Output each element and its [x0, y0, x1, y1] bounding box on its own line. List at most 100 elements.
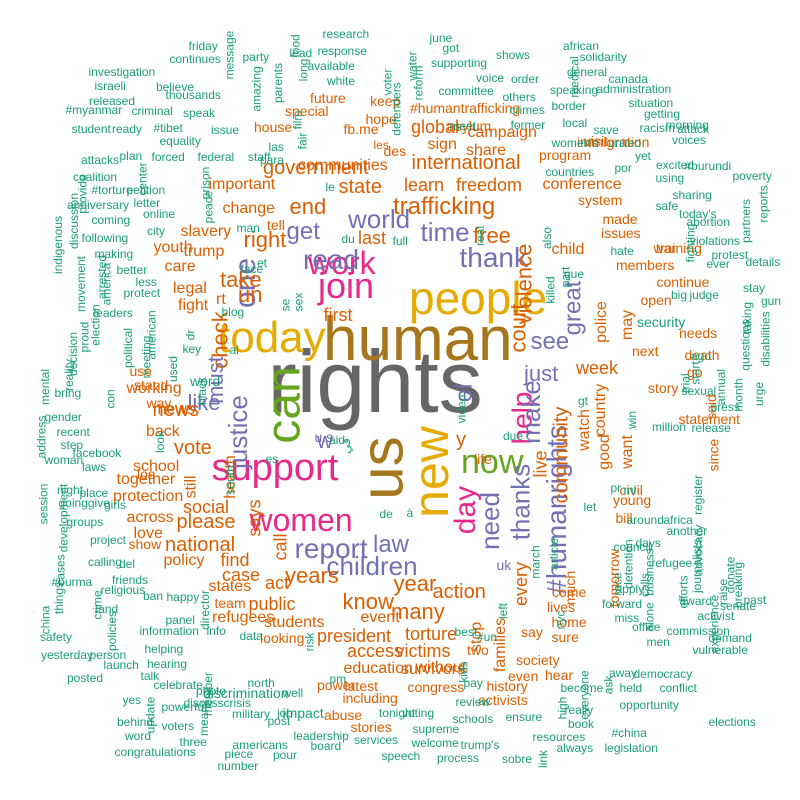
cloud-word: thank — [459, 242, 529, 273]
cloud-word: resources — [532, 730, 586, 744]
cloud-word: por — [614, 161, 632, 175]
cloud-word: local — [562, 116, 588, 130]
cloud-word: look — [153, 430, 168, 454]
cloud-word: activist — [697, 609, 735, 623]
cloud-word: shows — [496, 48, 531, 62]
cloud-word: woman — [44, 453, 84, 467]
cloud-word: released — [89, 94, 136, 108]
cloud-word: le — [325, 180, 335, 194]
cloud-word: today's — [679, 207, 717, 221]
cloud-word: alone — [642, 602, 657, 632]
cloud-word: calls — [638, 572, 653, 598]
cloud-word: women's — [551, 136, 599, 150]
cloud-word: voice — [476, 71, 505, 85]
cloud-word: reform — [410, 65, 425, 101]
cloud-word: victims — [395, 641, 451, 661]
cloud-word: three — [179, 735, 207, 749]
cloud-word: due — [503, 429, 524, 443]
cloud-word: child — [551, 241, 585, 258]
cloud-word: save — [593, 123, 619, 137]
cloud-word: event — [360, 609, 400, 626]
cloud-word: case — [222, 565, 261, 585]
cloud-word: solidarity — [579, 50, 627, 64]
cloud-word: leadership — [293, 729, 349, 743]
cloud-word: director — [198, 589, 213, 631]
cloud-word: et — [257, 256, 268, 270]
cloud-word: nyc — [552, 610, 567, 630]
cloud-word: services — [354, 733, 399, 747]
cloud-word: last — [358, 228, 387, 248]
cloud-word: process — [437, 751, 480, 765]
cloud-word: less — [135, 275, 157, 289]
cloud-word: families — [492, 617, 510, 673]
cloud-word: session — [35, 483, 50, 525]
cloud-word: news — [152, 399, 200, 421]
cloud-word: civil — [619, 482, 643, 498]
cloud-word: freedom — [456, 175, 523, 195]
cloud-word: use — [129, 363, 153, 379]
cloud-word: conflict — [659, 681, 697, 695]
cloud-word: world — [348, 204, 411, 234]
cloud-word: gt — [578, 394, 589, 408]
cloud-word: members — [616, 257, 675, 273]
cloud-word: americans — [232, 738, 288, 752]
cloud-word: available — [307, 59, 355, 73]
cloud-word: behind — [117, 715, 154, 729]
cloud-word: today — [218, 313, 326, 362]
cloud-word: always — [556, 741, 594, 755]
cloud-word: across — [126, 509, 174, 526]
cloud-word: border — [551, 99, 587, 113]
cloud-word: every — [511, 561, 532, 607]
cloud-word: cases — [53, 554, 68, 586]
cloud-word: situation — [628, 96, 674, 110]
cloud-word: hope — [365, 111, 397, 127]
cloud-word: party — [242, 50, 270, 64]
cloud-word: congress — [407, 679, 465, 695]
cloud-word: young — [613, 492, 652, 508]
cloud-word: lives — [547, 599, 576, 615]
cloud-word: well — [282, 686, 304, 700]
cloud-word: first — [323, 305, 353, 325]
cloud-word: issue — [211, 123, 240, 137]
cloud-word: canada — [608, 72, 648, 86]
cloud-word: sexual — [681, 384, 717, 398]
cloud-word: book — [568, 717, 595, 731]
cloud-word: back — [146, 423, 180, 440]
cloud-word: survivors — [401, 661, 466, 678]
cloud-word: pr — [610, 481, 622, 495]
cloud-word: hearing — [147, 657, 188, 671]
cloud-word: getting — [644, 107, 681, 121]
cloud-word: urge — [752, 381, 767, 407]
cloud-word: thousands — [165, 88, 221, 102]
cloud-word: fb.me — [343, 121, 379, 137]
cloud-word: china — [37, 605, 52, 635]
cloud-word: house — [254, 119, 293, 135]
cloud-word: food — [288, 34, 303, 58]
cloud-word: les — [373, 138, 389, 152]
cloud-word: trump's — [460, 738, 500, 752]
cloud-word: without — [415, 659, 467, 676]
cloud-word: supporting — [431, 56, 488, 70]
cloud-word: trump — [183, 243, 225, 260]
cloud-word: become — [560, 681, 604, 695]
cloud-word: following — [81, 231, 129, 245]
cloud-word: much — [562, 570, 579, 606]
cloud-word: powerful — [161, 700, 207, 714]
cloud-word: still — [182, 475, 200, 499]
cloud-word: political — [121, 327, 136, 369]
cloud-word: #humantrafficking — [410, 100, 521, 116]
cloud-word: abortion — [686, 215, 730, 229]
cloud-word: continue — [656, 274, 710, 290]
cloud-word: national — [165, 534, 236, 556]
cloud-word: security — [637, 314, 686, 330]
cloud-word: children — [326, 551, 418, 581]
cloud-word: issues — [601, 225, 641, 241]
cloud-word: police — [592, 301, 610, 343]
cloud-word: sharing — [672, 188, 712, 202]
cloud-word: sign — [427, 136, 457, 153]
cloud-word: immigration — [577, 134, 650, 150]
cloud-word: government — [263, 157, 369, 179]
cloud-word: crimes — [509, 103, 545, 117]
cloud-word: religious — [100, 583, 146, 597]
cloud-word: address — [33, 415, 48, 459]
